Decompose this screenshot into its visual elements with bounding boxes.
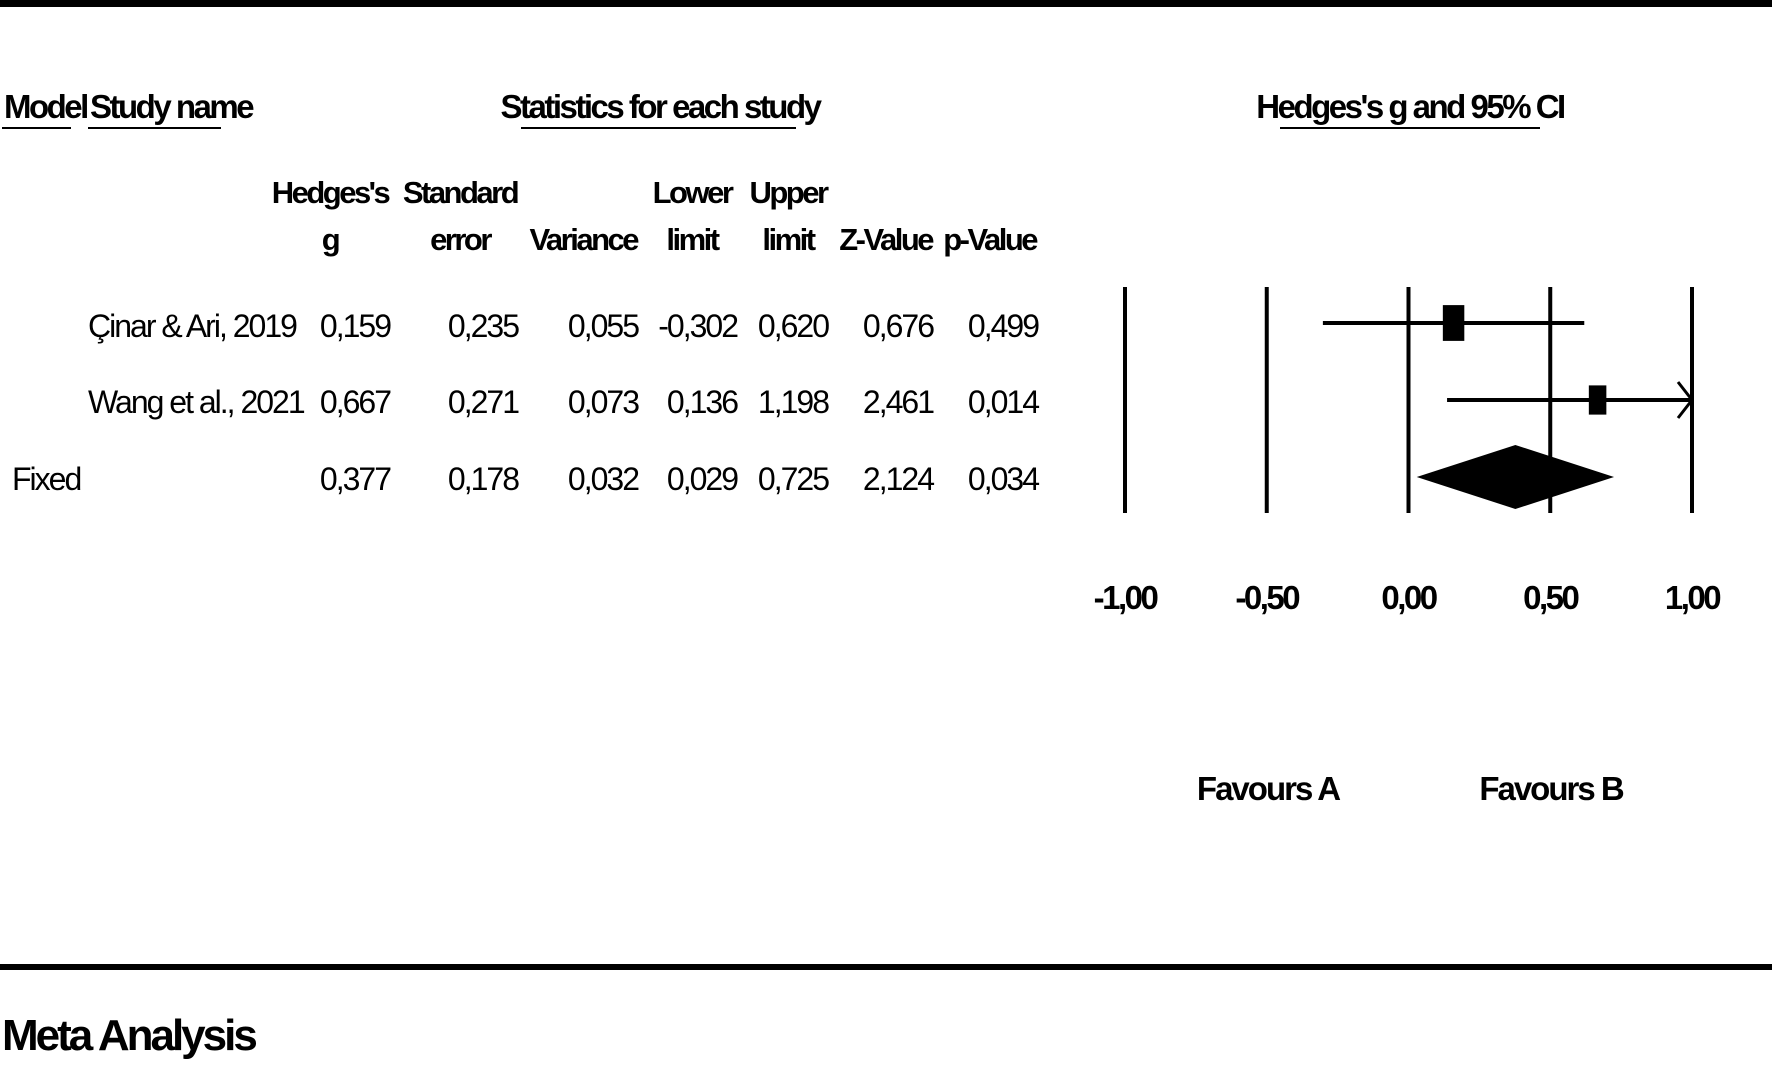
- row-lower-cell: 0,029: [667, 461, 738, 497]
- row-var-cell: 0,055: [568, 308, 639, 344]
- favours-left-label: Favours A: [1197, 770, 1340, 807]
- row-g-cell: 0,667: [320, 384, 391, 420]
- row-var-cell: 0,032: [568, 461, 639, 497]
- column-headers: Hedges's g Standard error Variance Lower limit…: [272, 175, 1041, 257]
- row-var-cell: 0,073: [568, 384, 639, 420]
- column-header-upper-line-2: limit: [762, 222, 815, 257]
- row-z-cell: 2,124: [863, 461, 934, 497]
- column-header-se-line-1: Standard: [403, 175, 518, 210]
- column-header-var-line-1: Variance: [529, 222, 639, 257]
- bottom-divider: [0, 964, 1772, 970]
- x-tick-label: 0,00: [1381, 579, 1436, 616]
- point-estimate-study-1: [1442, 305, 1465, 341]
- row-p-cell: 0,014: [968, 384, 1039, 420]
- plot-marks: [1322, 305, 1694, 509]
- row-model-cell: Fixed: [12, 461, 80, 497]
- statistics-table: Çinar & Ari, 2019 0,159 0,235 0,055 -0,302 0,…: [12, 308, 1041, 497]
- top-border: [0, 0, 1772, 7]
- column-header-g-line-2: g: [322, 222, 339, 257]
- table-row: Çinar & Ari, 2019 0,159 0,235 0,055 -0,302 0,…: [88, 308, 1041, 344]
- summary-diamond: [1416, 445, 1615, 509]
- x-tick-label: 0,50: [1523, 579, 1578, 616]
- row-study-cell: Çinar & Ari, 2019: [88, 308, 297, 344]
- row-upper-cell: 1,198: [758, 384, 829, 420]
- column-header-z-line-1: Z-Value: [839, 222, 934, 257]
- row-g-cell: 0,377: [320, 461, 391, 497]
- header-model: Model: [4, 88, 87, 125]
- column-header-se-line-2: error: [430, 222, 492, 257]
- row-z-cell: 0,676: [863, 308, 934, 344]
- point-estimate-study-2: [1588, 385, 1607, 415]
- row-lower-cell: -0,302: [658, 308, 738, 344]
- row-upper-cell: 0,725: [758, 461, 829, 497]
- footer-title: Meta Analysis: [2, 1011, 256, 1060]
- row-p-cell: 0,034: [968, 461, 1039, 497]
- column-header-lower-line-2: limit: [666, 222, 719, 257]
- row-g-cell: 0,159: [320, 308, 391, 344]
- table-row: Fixed 0,377 0,178 0,032 0,029 0,725 2,124 0,034: [12, 461, 1041, 497]
- row-lower-cell: 0,136: [667, 384, 738, 420]
- x-tick-label: 1,00: [1665, 579, 1720, 616]
- favours-right-label: Favours B: [1479, 770, 1624, 807]
- header-study-name: Study name: [90, 88, 254, 125]
- ci-arrow-study-2: [1676, 381, 1694, 419]
- header-plot-title: Hedges's g and 95% CI: [1256, 88, 1564, 125]
- row-p-cell: 0,499: [968, 308, 1039, 344]
- column-header-p-line-1: p-Value: [943, 222, 1038, 257]
- column-header-upper-line-1: Upper: [749, 175, 829, 210]
- row-se-cell: 0,271: [448, 384, 519, 420]
- x-tick-label: -0,50: [1235, 579, 1299, 616]
- row-z-cell: 2,461: [863, 384, 934, 420]
- row-se-cell: 0,235: [448, 308, 519, 344]
- column-header-lower-line-1: Lower: [653, 175, 734, 210]
- x-axis-tick-labels: -1,00 -0,50 0,00 0,50 1,00: [1094, 579, 1723, 616]
- row-study-cell: Wang et al., 2021: [88, 384, 305, 420]
- x-tick-label: -1,00: [1094, 579, 1158, 616]
- table-row: Wang et al., 2021 0,667 0,271 0,073 0,136 1,1…: [88, 384, 1041, 420]
- row-upper-cell: 0,620: [758, 308, 829, 344]
- header-statistics: Statistics for each study: [501, 88, 823, 125]
- row-se-cell: 0,178: [448, 461, 519, 497]
- column-header-g-line-1: Hedges's: [272, 175, 390, 210]
